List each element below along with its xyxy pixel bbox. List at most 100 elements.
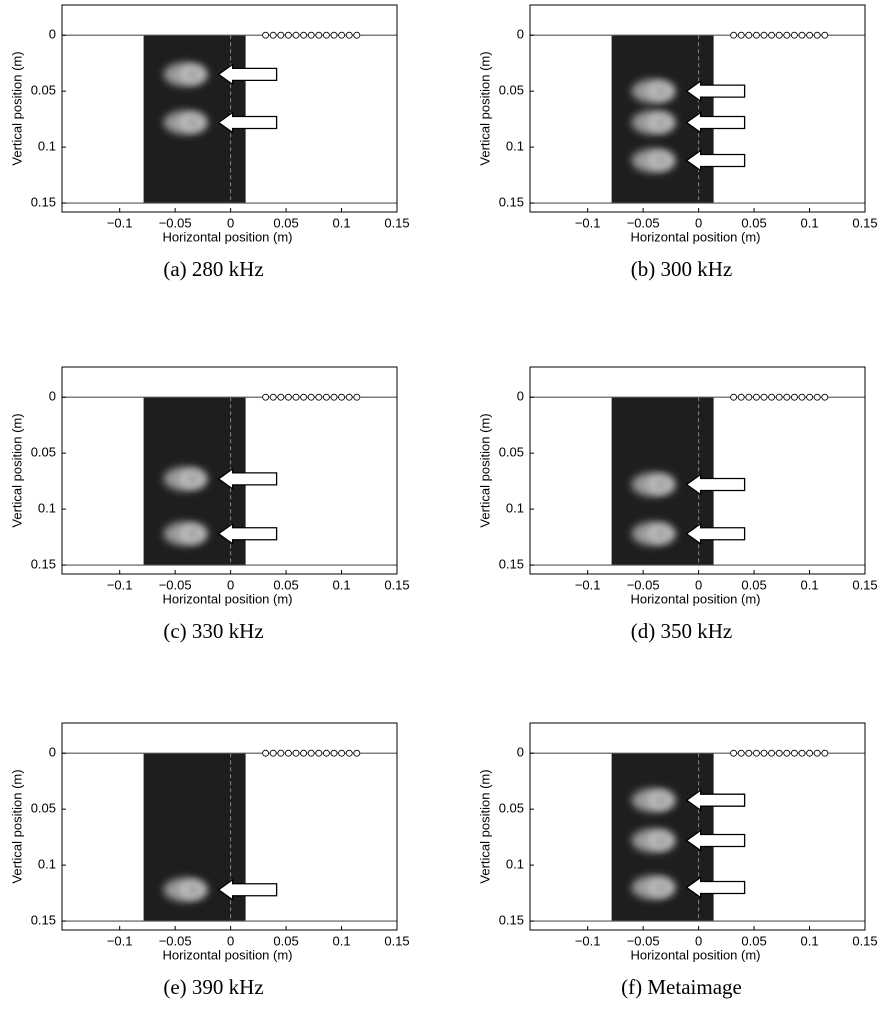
- blob-core: [649, 152, 673, 170]
- sensor: [821, 393, 829, 401]
- blob-core: [649, 791, 673, 809]
- axes-box: [529, 366, 866, 575]
- sensor: [292, 31, 300, 39]
- blob: [163, 62, 208, 87]
- sensor: [262, 749, 270, 757]
- sensor: [745, 393, 753, 401]
- sensor: [806, 749, 814, 757]
- x-axis-label: Horizontal position (m): [630, 591, 760, 606]
- sensor: [269, 31, 277, 39]
- sensor: [323, 31, 330, 39]
- y-tick-label: 0.1: [506, 857, 524, 872]
- x-axis-label: Horizontal position (m): [162, 947, 292, 962]
- y-tick-label: 0: [49, 389, 56, 404]
- arrow: [685, 788, 746, 812]
- sensor: [753, 749, 760, 757]
- panel: −0.1 −0.05 0 0.05 0.1 0.15 0 0.05 0.1 0.15 Horizon…: [477, 4, 878, 281]
- x-tick-label: 0.15: [852, 933, 877, 948]
- sensor: [338, 31, 346, 39]
- arrow: [217, 111, 278, 134]
- axes-box: [61, 4, 398, 213]
- x-tick-label: 0.1: [800, 933, 818, 948]
- sensor: [330, 393, 338, 401]
- blob: [631, 788, 676, 813]
- y-tick-label: 0: [49, 27, 56, 42]
- sensor: [285, 31, 292, 39]
- arrow: [217, 467, 278, 491]
- sensor: [262, 393, 270, 401]
- sensor: [277, 393, 285, 401]
- x-tick-label: −0.05: [627, 933, 660, 948]
- x-tick-label: 0.05: [273, 215, 298, 230]
- x-tick-label: 0.1: [332, 577, 350, 592]
- sensor: [775, 393, 783, 401]
- blob-core: [649, 113, 673, 131]
- sensor: [315, 393, 323, 401]
- sensor: [300, 749, 308, 757]
- sensor: [730, 393, 738, 401]
- sensor: [353, 31, 361, 39]
- panel: −0.1 −0.05 0 0.05 0.1 0.15 0 0.05 0.1 0.15 Horizon…: [477, 366, 878, 643]
- blob: [163, 521, 208, 546]
- sensor: [353, 749, 361, 757]
- x-tick-label: 0: [695, 215, 702, 230]
- x-tick-label: −0.1: [107, 215, 133, 230]
- y-tick-label: 0.05: [31, 445, 56, 460]
- x-tick-label: 0.1: [332, 215, 350, 230]
- sensor: [323, 749, 330, 757]
- sensor: [345, 31, 353, 39]
- x-tick-label: 0.15: [852, 577, 877, 592]
- y-tick-label: 0.05: [31, 83, 56, 98]
- y-axis-label: Vertical position (m): [477, 51, 492, 165]
- x-tick-label: 0.05: [741, 215, 766, 230]
- sensor: [730, 31, 738, 39]
- panel: −0.1 −0.05 0 0.05 0.1 0.15 0 0.05 0.1 0.15 Horizon…: [9, 366, 410, 643]
- y-tick-label: 0.15: [499, 194, 524, 209]
- x-tick-label: −0.1: [575, 215, 601, 230]
- sensor: [821, 749, 829, 757]
- y-tick-label: 0.15: [31, 556, 56, 571]
- sensor: [791, 393, 798, 401]
- blob-core: [649, 878, 673, 896]
- y-tick-label: 0: [517, 389, 524, 404]
- sensor: [768, 393, 776, 401]
- sensor: [791, 31, 798, 39]
- y-tick-label: 0.15: [499, 912, 524, 927]
- x-tick-label: −0.05: [627, 215, 660, 230]
- caption: (a) 280 kHz: [163, 257, 263, 281]
- sensor: [300, 31, 308, 39]
- x-tick-label: 0.15: [384, 577, 409, 592]
- x-tick-label: −0.05: [627, 577, 660, 592]
- sensor: [345, 749, 353, 757]
- caption: (e) 390 kHz: [163, 975, 263, 999]
- panel: −0.1 −0.05 0 0.05 0.1 0.15 0 0.05 0.1 0.15 Horizon…: [9, 4, 410, 281]
- arrow: [217, 878, 278, 901]
- y-axis-label: Vertical position (m): [477, 413, 492, 527]
- y-tick-label: 0.05: [499, 801, 524, 816]
- x-tick-label: −0.1: [575, 933, 601, 948]
- caption: (d) 350 kHz: [631, 619, 732, 643]
- arrow: [217, 63, 278, 86]
- sensor: [307, 749, 315, 757]
- x-tick-label: 0.05: [741, 933, 766, 948]
- sensor: [760, 393, 768, 401]
- sensor: [745, 31, 753, 39]
- sensor: [775, 31, 783, 39]
- x-tick-label: 0.1: [800, 215, 818, 230]
- sensor: [269, 749, 277, 757]
- blob: [163, 110, 208, 135]
- y-axis-label: Vertical position (m): [9, 769, 24, 883]
- sensor: [737, 31, 745, 39]
- y-tick-label: 0.15: [31, 194, 56, 209]
- blob: [631, 521, 676, 546]
- x-tick-label: 0: [695, 933, 702, 948]
- blob-core: [649, 831, 673, 849]
- axes-box: [61, 366, 398, 575]
- x-tick-label: 0: [227, 933, 234, 948]
- arrow: [685, 876, 746, 899]
- x-axis-label: Horizontal position (m): [630, 947, 760, 962]
- axes-box: [529, 722, 866, 931]
- x-axis-label: Horizontal position (m): [630, 229, 760, 244]
- y-tick-label: 0.05: [499, 83, 524, 98]
- blob: [631, 828, 676, 853]
